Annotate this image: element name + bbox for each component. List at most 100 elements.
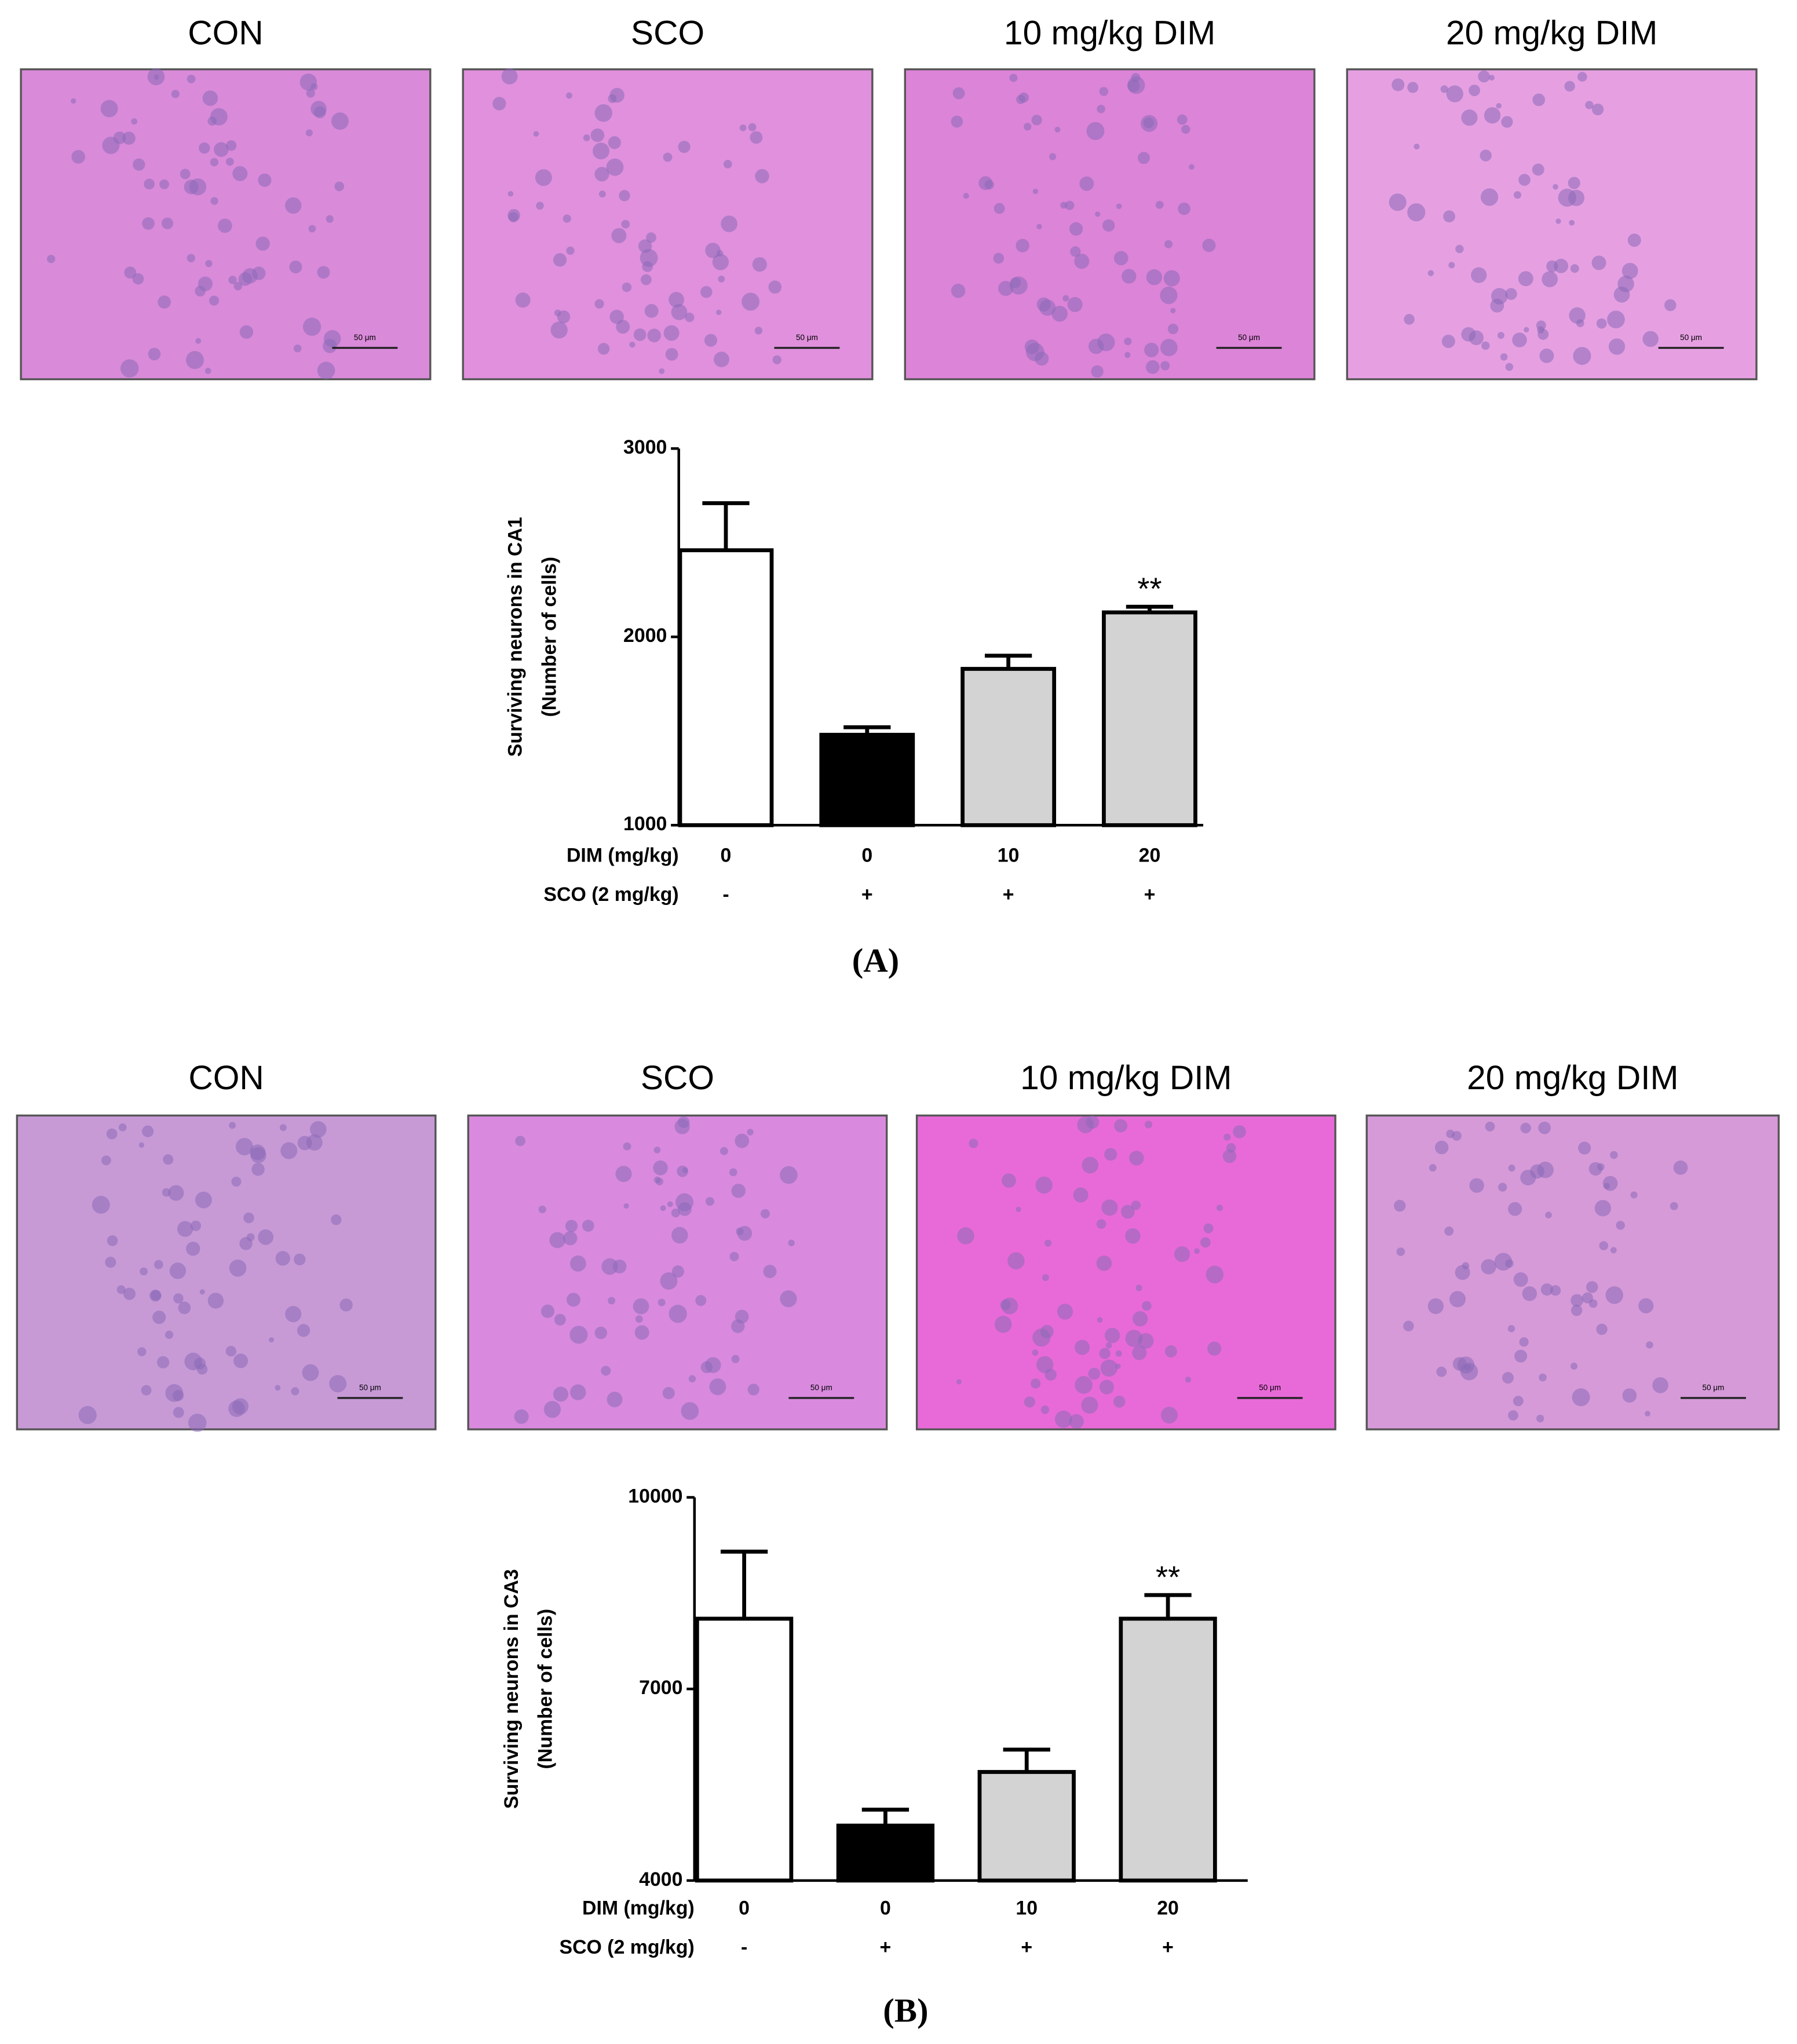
cell [1570,1294,1584,1307]
cell [492,97,506,111]
cell [772,355,781,364]
cell [507,191,514,197]
panel-label: (A) [852,941,899,979]
cell [642,261,653,272]
cell [1594,1200,1612,1217]
cell [1042,1274,1049,1282]
cell [100,100,118,118]
cell [582,1220,594,1232]
cell [1016,1206,1021,1213]
cell [308,225,316,233]
cell [535,169,552,187]
cell [1170,308,1176,313]
cell [250,1144,266,1160]
cell [1132,1345,1147,1360]
cell [1160,1407,1178,1424]
cell [120,359,139,378]
cell [700,286,713,298]
cell [951,283,966,298]
cell [1524,327,1529,333]
cell [1226,1143,1236,1153]
cell [1404,313,1415,325]
micrograph [915,1114,1336,1430]
bar [819,732,915,827]
cell [1500,353,1508,361]
cell [1570,1363,1578,1370]
cell [1452,1131,1462,1141]
cell [633,328,647,341]
cell [533,131,539,137]
image-title: 20 mg/kg DIM [1446,14,1657,52]
cell [1203,1223,1214,1233]
image-title: CON [188,14,263,52]
cell [718,275,725,283]
cell [169,1262,187,1279]
cell [688,1375,696,1383]
cell [1160,339,1178,356]
cell [180,169,191,180]
cell [1164,240,1173,249]
x-tick-label-2: + [880,1936,892,1958]
bar [977,1770,1076,1883]
cell [1194,1248,1200,1254]
cell [1160,361,1170,371]
cell [1440,85,1448,93]
cell [550,321,568,339]
cell [671,1265,685,1278]
cell [178,1301,191,1315]
cell [969,1138,978,1148]
cell [1478,70,1490,83]
cell [1607,311,1625,329]
cell [210,108,228,126]
cell [1627,233,1641,247]
cell [1051,305,1068,322]
cell [233,1353,249,1368]
cell [107,1235,118,1246]
cell [712,254,729,271]
cell [1591,256,1606,271]
cell [116,1285,126,1294]
cell [1652,1377,1668,1393]
cell [1446,85,1463,103]
cell [653,1176,661,1184]
cell [994,1316,1012,1333]
cell [594,299,604,309]
cell [186,1242,200,1256]
cell [305,129,313,137]
cell [1044,1239,1052,1247]
cell [1616,1221,1625,1230]
cell [1069,222,1083,236]
cell [553,1386,569,1402]
cell [1099,1379,1115,1395]
cell [171,90,180,98]
cell [1040,1406,1050,1414]
cell [302,317,322,336]
cell [173,1407,184,1418]
cell [195,286,206,297]
cell [634,1325,649,1340]
cell [1501,116,1513,128]
cell [640,274,652,286]
cell [598,191,606,198]
cell [229,1122,236,1129]
cell [644,304,659,318]
error-bar [861,1808,910,1826]
cell [184,1352,202,1371]
cell [1062,295,1069,302]
cell [671,1227,688,1244]
x-tick-label: 0 [721,844,732,866]
cell [1610,1151,1618,1159]
cell [317,266,330,279]
cell [1010,277,1021,289]
cell [1114,1119,1128,1133]
cell [71,98,76,104]
cell [1177,114,1188,125]
cell [1036,1356,1054,1374]
cell [131,118,138,125]
cell [1507,1325,1515,1333]
cell [195,1191,212,1209]
cell [137,1347,147,1356]
cell [1441,334,1455,348]
cell [123,1287,136,1300]
cell [557,310,571,324]
